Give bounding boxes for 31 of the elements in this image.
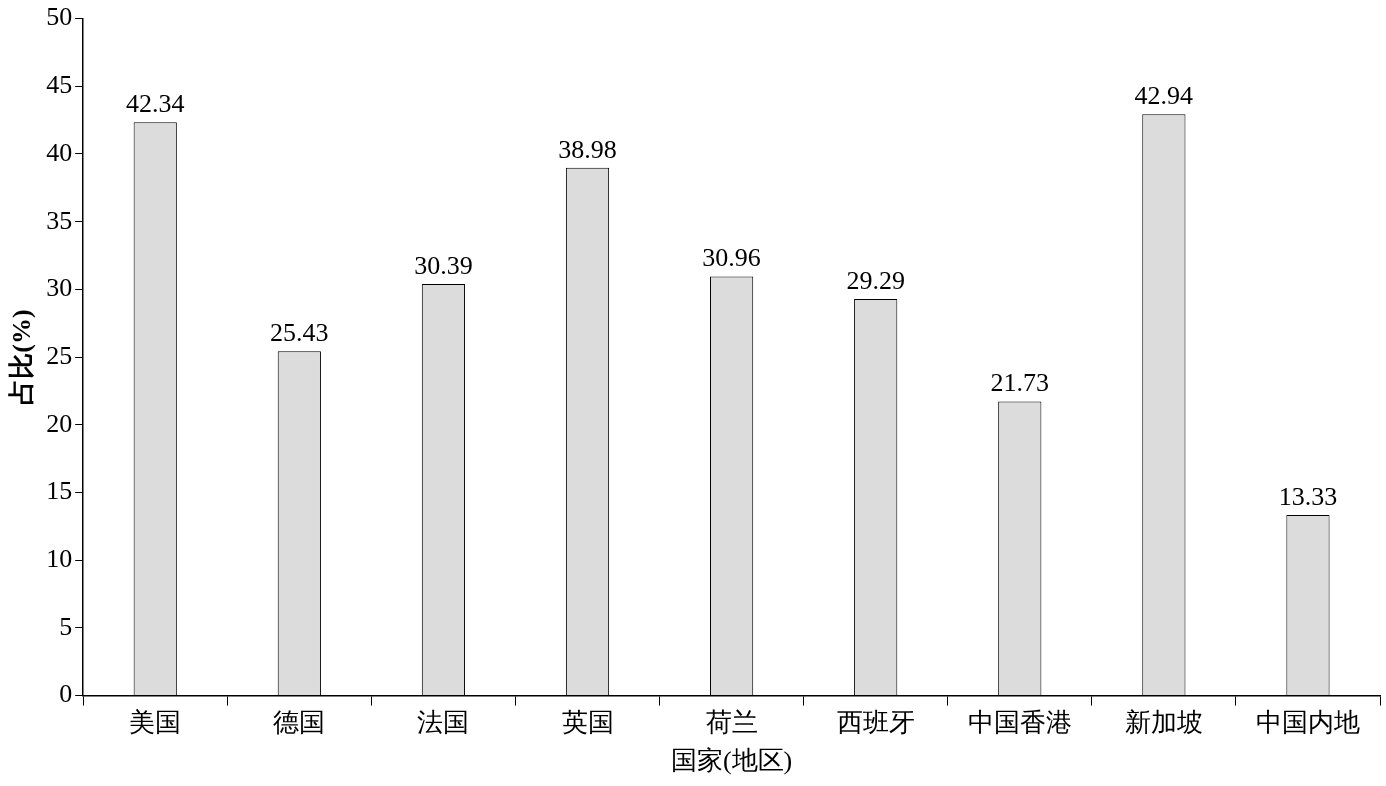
- x-tick-label: 英国: [561, 708, 614, 738]
- data-label: 30.39: [414, 250, 473, 280]
- data-label: 29.29: [846, 265, 905, 295]
- x-tick-label: 中国香港: [967, 708, 1072, 738]
- y-tick-label: 50: [46, 2, 73, 32]
- y-tick-label: 40: [46, 137, 73, 167]
- x-tick-label: 法国: [417, 708, 470, 738]
- y-axis-title: 占比(%): [7, 309, 37, 405]
- x-tick-label: 荷兰: [705, 708, 758, 738]
- x-tick-label: 德国: [273, 708, 326, 738]
- y-tick-label: 30: [46, 273, 73, 303]
- x-tick-label: 美国: [129, 708, 182, 738]
- y-tick-label: 35: [46, 205, 73, 235]
- data-label: 30.96: [702, 243, 761, 273]
- y-tick-label: 20: [46, 408, 73, 438]
- data-label: 42.34: [125, 89, 185, 119]
- y-tick-label: 15: [46, 476, 73, 506]
- data-label: 13.33: [1278, 481, 1338, 511]
- data-label: 25.43: [270, 318, 329, 348]
- x-tick-label: 中国内地: [1255, 708, 1360, 738]
- y-tick-label: 10: [46, 544, 73, 574]
- x-axis-title: 国家(地区): [670, 746, 793, 776]
- y-tick-label: 5: [59, 611, 73, 641]
- data-label: 42.94: [1134, 81, 1194, 111]
- y-tick-label: 25: [46, 340, 73, 370]
- y-tick-label: 45: [46, 70, 73, 100]
- x-tick-label: 西班牙: [836, 708, 915, 738]
- x-tick-label: 新加坡: [1124, 708, 1203, 738]
- data-label: 38.98: [558, 134, 617, 164]
- y-tick-label: 0: [59, 679, 73, 709]
- data-label: 21.73: [990, 368, 1050, 398]
